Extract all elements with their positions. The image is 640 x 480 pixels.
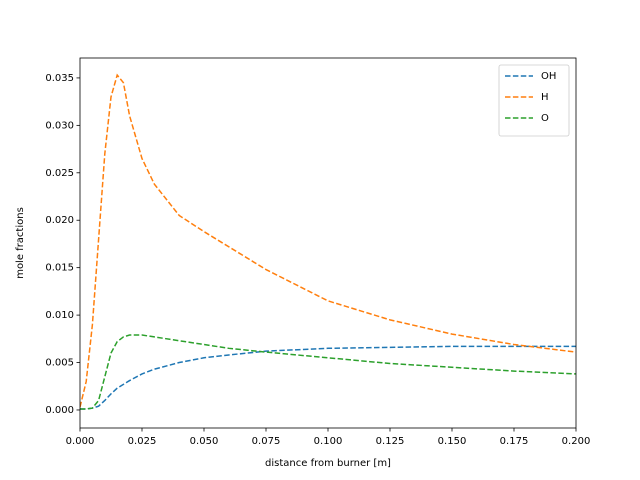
x-tick-label: 0.025 [128,436,157,447]
x-tick-label: 0.125 [376,436,405,447]
legend-label: O [541,113,549,124]
line-series [80,345,576,410]
y-tick-label: 0.020 [45,215,74,226]
legend-label: OH [541,71,556,82]
y-tick-label: 0.030 [45,120,74,131]
y-tick-label: 0.000 [45,405,74,416]
y-tick-label: 0.025 [45,168,74,179]
legend-label: H [541,92,549,103]
y-tick-label: 0.035 [45,73,74,84]
x-axis-label: distance from burner [m] [265,458,391,469]
x-tick-label: 0.200 [562,436,591,447]
y-tick-label: 0.015 [45,263,74,274]
line-series [80,73,576,408]
x-tick-label: 0.000 [66,436,95,447]
y-tick-label: 0.005 [45,358,74,369]
x-tick-label: 0.100 [314,436,343,447]
x-tick-label: 0.150 [438,436,467,447]
y-axis-label: mole fractions [15,207,26,279]
x-tick-label: 0.175 [500,436,529,447]
x-tick-label: 0.075 [252,436,281,447]
line-series [80,334,576,410]
x-tick-label: 0.050 [190,436,219,447]
y-tick-label: 0.010 [45,310,74,321]
plot-frame [79,57,577,429]
